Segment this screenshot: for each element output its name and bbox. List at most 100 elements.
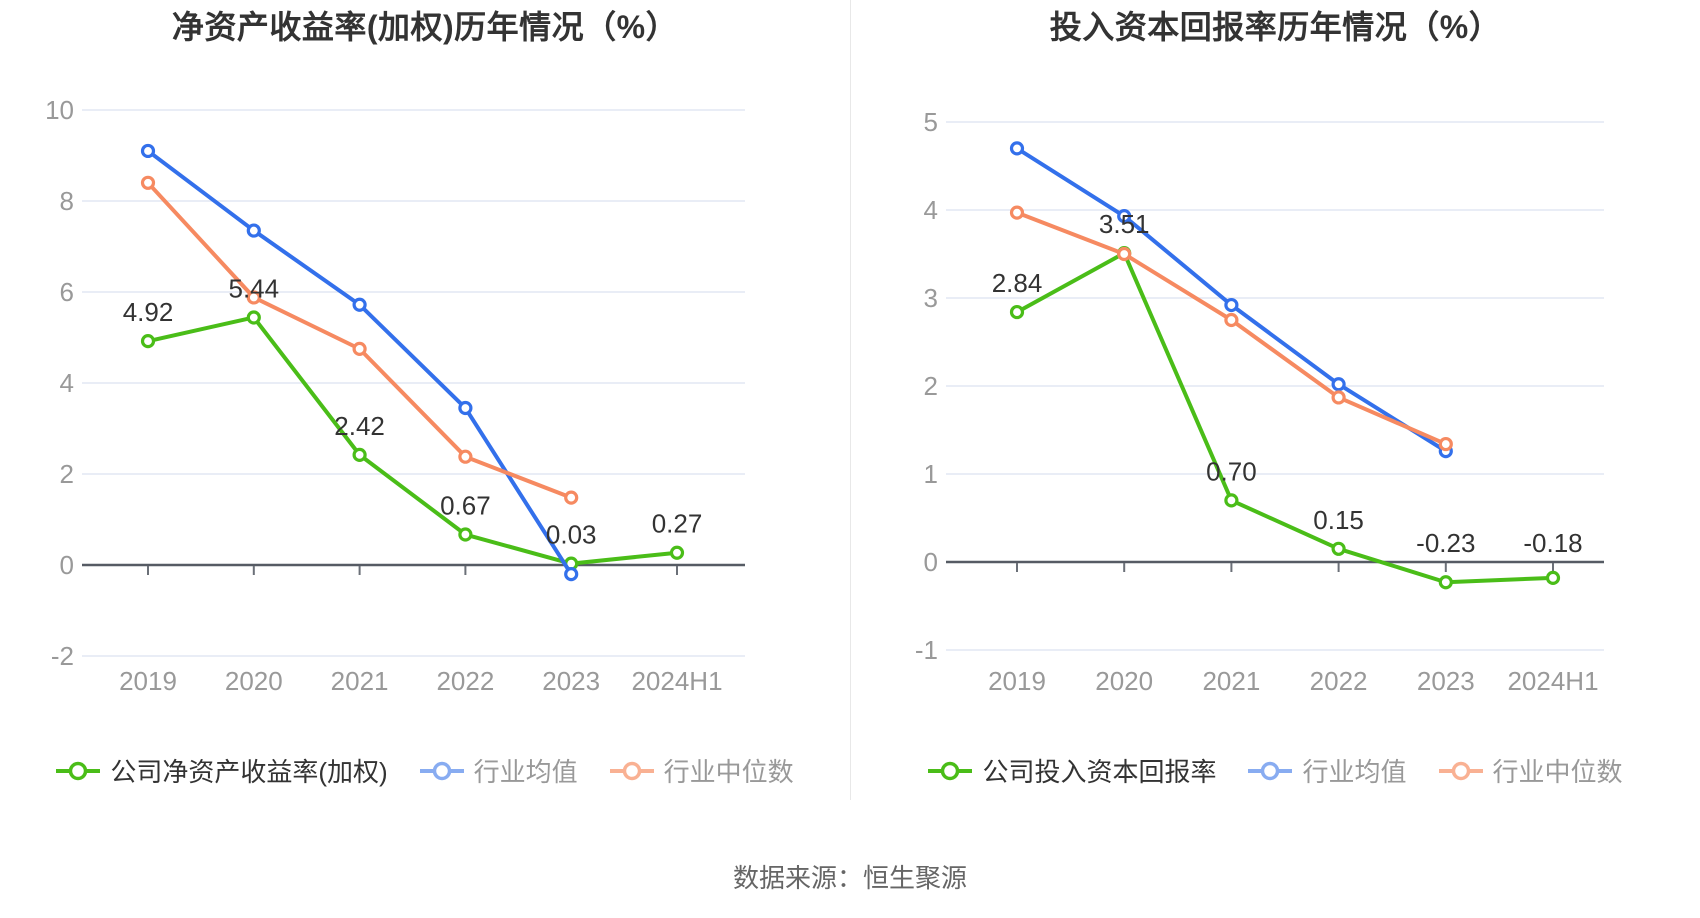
series-line [1015,251,1555,585]
roic-chart-legend: 公司投入资本回报率 行业均值 行业中位数 [851,752,1700,789]
legend-marker-icon [419,761,464,780]
data-point [564,566,579,582]
series-industry-median [1009,205,1453,452]
y-axis-label: 4 [924,195,938,225]
legend-marker-icon [1248,761,1293,780]
legend-circle [1261,761,1280,780]
roic-chart-title: 投入资本回报率历年情况（%） [1049,9,1502,45]
x-axis-label: 2022 [436,666,494,696]
legend-label: 行业中位数 [1492,757,1623,787]
data-point [1009,205,1025,220]
legend-item-company[interactable]: 公司净资产收益率(加权) [56,752,388,789]
roe-chart-panel: 净资产收益率(加权)历年情况（%） 10 8 6 4 2 0 -2 2019 2020 2021 2… [0,0,850,800]
y-axis-label: 4 [60,368,74,398]
data-point [246,223,261,238]
value-label: 4.92 [123,297,174,327]
data-point [140,334,156,349]
series-line [146,315,679,566]
x-axis-label: 2023 [542,666,600,696]
value-label: -0.18 [1523,528,1582,558]
legend-label: 行业均值 [1302,757,1407,787]
legend-label: 行业中位数 [663,757,794,787]
value-label: 0.67 [440,491,491,521]
data-source-note: 数据来源：恒生聚源 [732,863,967,893]
series-industry-mean [1009,141,1453,459]
data-point [1117,209,1132,224]
data-point [1224,493,1239,508]
value-label: -0.23 [1416,528,1475,558]
data-point [140,175,156,190]
value-label: 2.84 [992,268,1043,298]
data-point [1009,141,1025,156]
y-axis-label: 0 [924,547,938,577]
data-point [1545,570,1561,585]
y-axis-label: 2 [60,459,74,489]
data-point [140,143,156,159]
legend-item-industry-median[interactable]: 行业中位数 [1438,752,1623,789]
data-point [352,447,367,462]
legend-marker-icon [1438,761,1483,780]
x-axis-label: 2021 [1202,666,1260,696]
roe-chart-legend: 公司净资产收益率(加权) 行业均值 行业中位数 [0,752,850,789]
legend-label: 公司投入资本回报率 [982,757,1217,787]
legend-circle [941,761,960,780]
data-point [246,290,261,305]
data-point [1438,575,1453,590]
legend-marker-icon [609,761,654,780]
legend-item-industry-median[interactable]: 行业中位数 [609,752,794,789]
x-axis-label: 2021 [331,666,389,696]
value-label: 2.42 [334,411,385,441]
y-axis-label: 2 [924,371,938,401]
x-axis-label: 2020 [225,666,283,696]
legend-item-industry-mean[interactable]: 行业均值 [419,752,578,789]
data-point [1224,312,1239,328]
data-point [352,297,367,312]
data-point [1331,377,1346,392]
data-point [1009,304,1025,320]
data-point [1331,541,1346,556]
data-point [564,490,579,505]
roe-line-chart: 10 8 6 4 2 0 -2 2019 2020 2021 2022 2023 2024H1 4.92 5… [45,95,745,696]
legend-marker-icon [928,761,973,780]
value-label: 0.27 [652,509,703,539]
charts-row: 净资产收益率(加权)历年情况（%） 10 8 6 4 2 0 -2 2019 2020 2021 2… [0,0,1700,800]
value-label: 0.03 [546,520,597,550]
y-axis-label: 8 [60,186,74,216]
value-label: 5.44 [228,273,279,303]
x-axis-label: 2022 [1310,666,1368,696]
y-axis-label: -2 [51,641,74,671]
series-line [146,148,574,577]
data-point [458,449,473,464]
legend-circle [622,761,641,780]
data-point [458,527,473,542]
legend-circle [1451,761,1470,780]
value-label: 0.15 [1313,505,1364,535]
data-point [1438,436,1453,452]
roic-chart-panel: 投入资本回报率历年情况（%） 5 4 3 2 1 0 -1 2019 2020 2021 2022 2… [850,0,1700,800]
series-industry-median [140,175,579,505]
roe-chart-title: 净资产收益率(加权)历年情况（%） [171,9,679,45]
legend-marker-icon [56,761,101,780]
legend-label: 行业均值 [473,757,578,787]
y-axis-label: 6 [60,277,74,307]
legend-item-industry-mean[interactable]: 行业均值 [1248,752,1407,789]
x-axis-label: 2019 [119,666,177,696]
data-point [1224,297,1239,313]
data-point [246,310,261,325]
x-axis-label: 2024H1 [631,666,722,696]
x-axis-label: 2023 [1417,666,1475,696]
legend-item-company[interactable]: 公司投入资本回报率 [928,752,1216,789]
value-label: 0.70 [1206,456,1257,486]
y-axis-label: 0 [60,550,74,580]
legend-circle [432,761,451,780]
roic-line-chart: 5 4 3 2 1 0 -1 2019 2020 2021 2022 2023 2024H1 2.84 3.… [915,107,1604,696]
value-label: 3.51 [1099,209,1150,239]
data-point [1331,390,1346,405]
series-industry-mean [140,143,579,582]
legend-circle [69,761,88,780]
data-point [669,545,685,560]
data-point [458,400,473,416]
x-axis-label: 2019 [988,666,1046,696]
y-axis-label: 3 [924,283,938,313]
y-axis-label: 10 [45,95,74,125]
